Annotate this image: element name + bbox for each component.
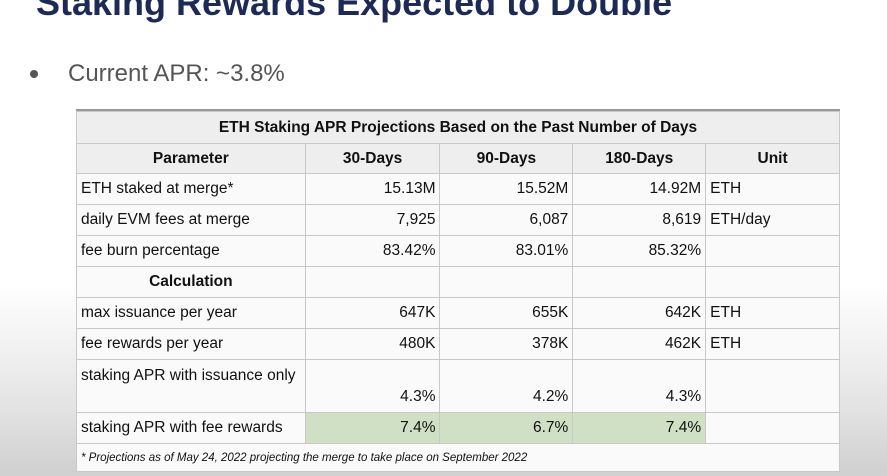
value-cell bbox=[304, 266, 441, 298]
header-90-days: 90-Days bbox=[439, 143, 574, 174]
value-cell: 4.3% bbox=[304, 359, 441, 413]
table-row: fee rewards per year 480K 378K 462K ETH bbox=[76, 328, 840, 360]
bullet-dot-icon bbox=[30, 70, 38, 78]
row-label: fee rewards per year bbox=[76, 328, 306, 360]
table-row: ETH staked at merge* 15.13M 15.52M 14.92M ET… bbox=[76, 173, 840, 205]
unit-cell: ETH bbox=[705, 297, 840, 329]
bullet-current-apr: Current APR: ~3.8% bbox=[30, 60, 285, 88]
unit-cell bbox=[705, 235, 840, 267]
table-row: daily EVM fees at merge 7,925 6,087 8,619 ET… bbox=[76, 204, 840, 236]
value-cell: 83.42% bbox=[304, 235, 441, 267]
table-row: Calculation bbox=[76, 266, 840, 298]
unit-cell bbox=[705, 359, 840, 413]
unit-cell: ETH bbox=[705, 328, 840, 360]
header-30-days: 30-Days bbox=[304, 143, 441, 174]
slide-title: Staking Rewards Expected to Double bbox=[36, 0, 673, 23]
row-label: daily EVM fees at merge bbox=[76, 204, 306, 236]
value-cell: 4.3% bbox=[572, 359, 707, 413]
value-cell: 15.13M bbox=[304, 173, 441, 205]
row-label: fee burn percentage bbox=[76, 235, 306, 267]
value-cell: 6,087 bbox=[439, 204, 574, 236]
value-cell: 8,619 bbox=[572, 204, 707, 236]
value-cell: 7.4% bbox=[304, 412, 441, 444]
header-180-days: 180-Days bbox=[572, 143, 707, 174]
unit-cell bbox=[705, 412, 840, 444]
table-row: staking APR with fee rewards 7.4% 6.7% 7.4% bbox=[76, 412, 840, 444]
header-unit: Unit bbox=[705, 143, 840, 174]
value-cell: 15.52M bbox=[439, 173, 574, 205]
value-cell: 7,925 bbox=[304, 204, 441, 236]
value-cell: 655K bbox=[439, 297, 574, 329]
value-cell bbox=[439, 266, 574, 298]
value-cell: 6.7% bbox=[439, 412, 574, 444]
value-cell: 14.92M bbox=[572, 173, 707, 205]
value-cell: 378K bbox=[439, 328, 574, 360]
value-cell: 480K bbox=[304, 328, 441, 360]
table-title: ETH Staking APR Projections Based on the… bbox=[76, 111, 840, 144]
row-label: staking APR with issuance only bbox=[76, 359, 306, 413]
row-label: ETH staked at merge* bbox=[76, 173, 306, 205]
apr-projection-table: ETH Staking APR Projections Based on the… bbox=[76, 111, 840, 472]
value-cell bbox=[572, 266, 707, 298]
row-label: staking APR with fee rewards bbox=[76, 412, 306, 444]
table-footnote: * Projections as of May 24, 2022 project… bbox=[76, 443, 840, 472]
bullet-text: Current APR: ~3.8% bbox=[68, 60, 285, 87]
unit-cell bbox=[705, 266, 840, 298]
table-row: max issuance per year 647K 655K 642K ETH bbox=[76, 297, 840, 329]
row-label: max issuance per year bbox=[76, 297, 306, 329]
value-cell: 4.2% bbox=[439, 359, 574, 413]
unit-cell: ETH/day bbox=[705, 204, 840, 236]
value-cell: 647K bbox=[304, 297, 441, 329]
value-cell: 462K bbox=[572, 328, 707, 360]
value-cell: 85.32% bbox=[572, 235, 707, 267]
table-row: fee burn percentage 83.42% 83.01% 85.32% bbox=[76, 235, 840, 267]
value-cell: 83.01% bbox=[439, 235, 574, 267]
row-label: Calculation bbox=[76, 266, 306, 298]
value-cell: 7.4% bbox=[572, 412, 707, 444]
table-row: staking APR with issuance only 4.3% 4.2% 4.… bbox=[76, 359, 840, 413]
unit-cell: ETH bbox=[705, 173, 840, 205]
value-cell: 642K bbox=[572, 297, 707, 329]
header-parameter: Parameter bbox=[76, 143, 306, 174]
